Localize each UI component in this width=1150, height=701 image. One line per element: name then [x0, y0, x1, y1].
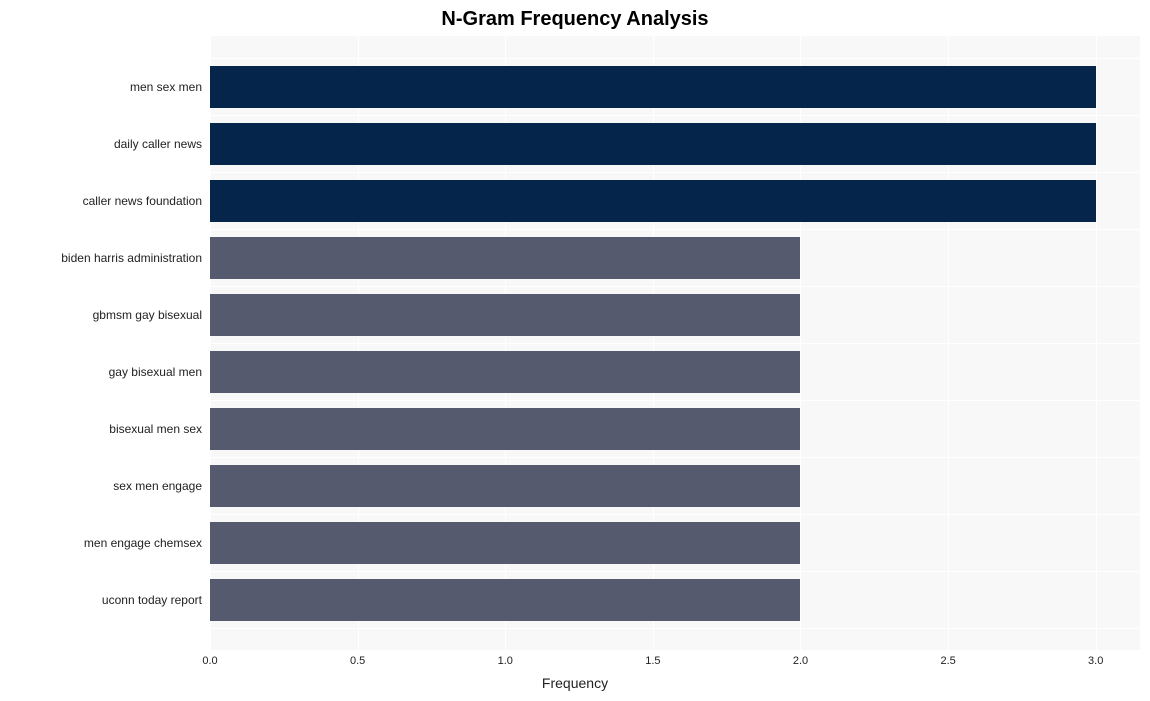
chart-title: N-Gram Frequency Analysis	[0, 8, 1150, 31]
x-tick-label: 0.5	[350, 655, 365, 667]
bar	[210, 579, 800, 621]
y-category-label: gay bisexual men	[109, 365, 202, 379]
bar	[210, 294, 800, 336]
x-tick-label: 1.5	[645, 655, 660, 667]
y-category-label: men engage chemsex	[84, 536, 202, 550]
h-gridline	[210, 571, 1140, 572]
h-gridline	[210, 457, 1140, 458]
ngram-chart: N-Gram Frequency Analysis Frequency 0.0 0…	[0, 0, 1150, 701]
h-gridline	[210, 514, 1140, 515]
x-tick-label: 2.0	[793, 655, 808, 667]
h-gridline	[210, 286, 1140, 287]
y-category-label: biden harris administration	[61, 251, 202, 265]
h-gridline	[210, 58, 1140, 59]
h-gridline	[210, 172, 1140, 173]
h-gridline	[210, 400, 1140, 401]
h-gridline	[210, 628, 1140, 629]
h-gridline	[210, 229, 1140, 230]
y-category-label: daily caller news	[114, 137, 202, 151]
y-category-label: bisexual men sex	[109, 422, 202, 436]
x-tick-label: 2.5	[940, 655, 955, 667]
y-category-label: uconn today report	[102, 593, 202, 607]
h-gridline	[210, 115, 1140, 116]
bar	[210, 465, 800, 507]
y-category-label: gbmsm gay bisexual	[93, 308, 202, 322]
h-gridline	[210, 343, 1140, 344]
x-axis-label: Frequency	[0, 675, 1150, 691]
bar	[210, 522, 800, 564]
y-category-label: caller news foundation	[83, 194, 202, 208]
x-tick-label: 3.0	[1088, 655, 1103, 667]
bar	[210, 123, 1096, 165]
plot-area	[210, 36, 1140, 650]
bar	[210, 180, 1096, 222]
bar	[210, 408, 800, 450]
bar	[210, 237, 800, 279]
y-category-label: sex men engage	[113, 479, 202, 493]
bar	[210, 351, 800, 393]
y-category-label: men sex men	[130, 80, 202, 94]
x-tick-label: 0.0	[202, 655, 217, 667]
x-tick-label: 1.0	[498, 655, 513, 667]
bar	[210, 66, 1096, 108]
